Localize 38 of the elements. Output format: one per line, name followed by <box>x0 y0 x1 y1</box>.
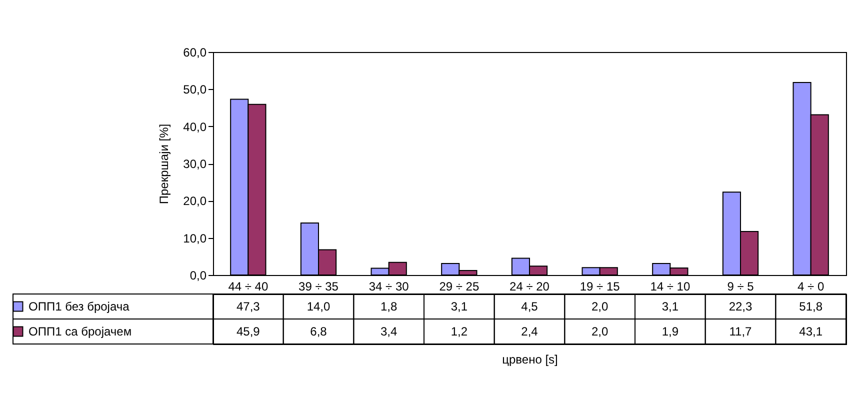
data-label: 11,7 <box>729 324 752 338</box>
data-label: 1,9 <box>662 324 679 338</box>
x-tick-label: 39 ÷ 35 <box>298 280 339 294</box>
data-label: 47,3 <box>236 300 260 314</box>
data-label: 2,4 <box>521 324 538 338</box>
data-label: 6,8 <box>310 324 328 338</box>
y-tick-label: 10,0 <box>183 231 207 246</box>
data-label: 2,0 <box>591 324 608 338</box>
x-tick-label: 9 ÷ 5 <box>727 280 754 294</box>
y-tick-label: 0,0 <box>190 268 207 282</box>
x-tick-label: 19 ÷ 15 <box>580 280 620 294</box>
y-tick-label: 40,0 <box>183 120 207 134</box>
data-label: 45,9 <box>236 324 260 338</box>
data-label: 22,3 <box>728 300 752 314</box>
data-label: 4,5 <box>521 300 538 314</box>
x-tick-label: 24 ÷ 20 <box>510 280 550 294</box>
data-label: 51,8 <box>799 300 823 314</box>
data-label: 3,4 <box>380 324 398 338</box>
y-tick-label: 50,0 <box>183 82 207 97</box>
data-label: 3,1 <box>450 300 468 314</box>
x-tick-label: 34 ÷ 30 <box>368 280 410 294</box>
y-axis-title: Прекршаји [%] <box>157 124 172 204</box>
x-tick-label: 14 ÷ 10 <box>650 280 690 294</box>
y-tick-label: 20,0 <box>183 194 207 208</box>
y-tick-label: 60,0 <box>183 46 207 60</box>
data-label: 43,1 <box>799 324 823 338</box>
x-tick-label: 4 ÷ 0 <box>798 280 824 294</box>
data-label: 2,0 <box>591 300 608 314</box>
data-label: 14,0 <box>306 300 330 314</box>
legend-label: ОПП1 без бројача <box>28 300 130 314</box>
data-label: 1,8 <box>380 300 398 314</box>
x-tick-label: 29 ÷ 25 <box>439 280 480 294</box>
data-label: 3,1 <box>662 300 679 314</box>
y-tick-label: 30,0 <box>183 157 207 171</box>
x-axis-title: црвено [s] <box>502 352 558 366</box>
legend-label: ОПП1 са бројачем <box>28 324 132 338</box>
data-label: 1,2 <box>450 324 468 338</box>
x-tick-label: 44 ÷ 40 <box>228 280 268 294</box>
